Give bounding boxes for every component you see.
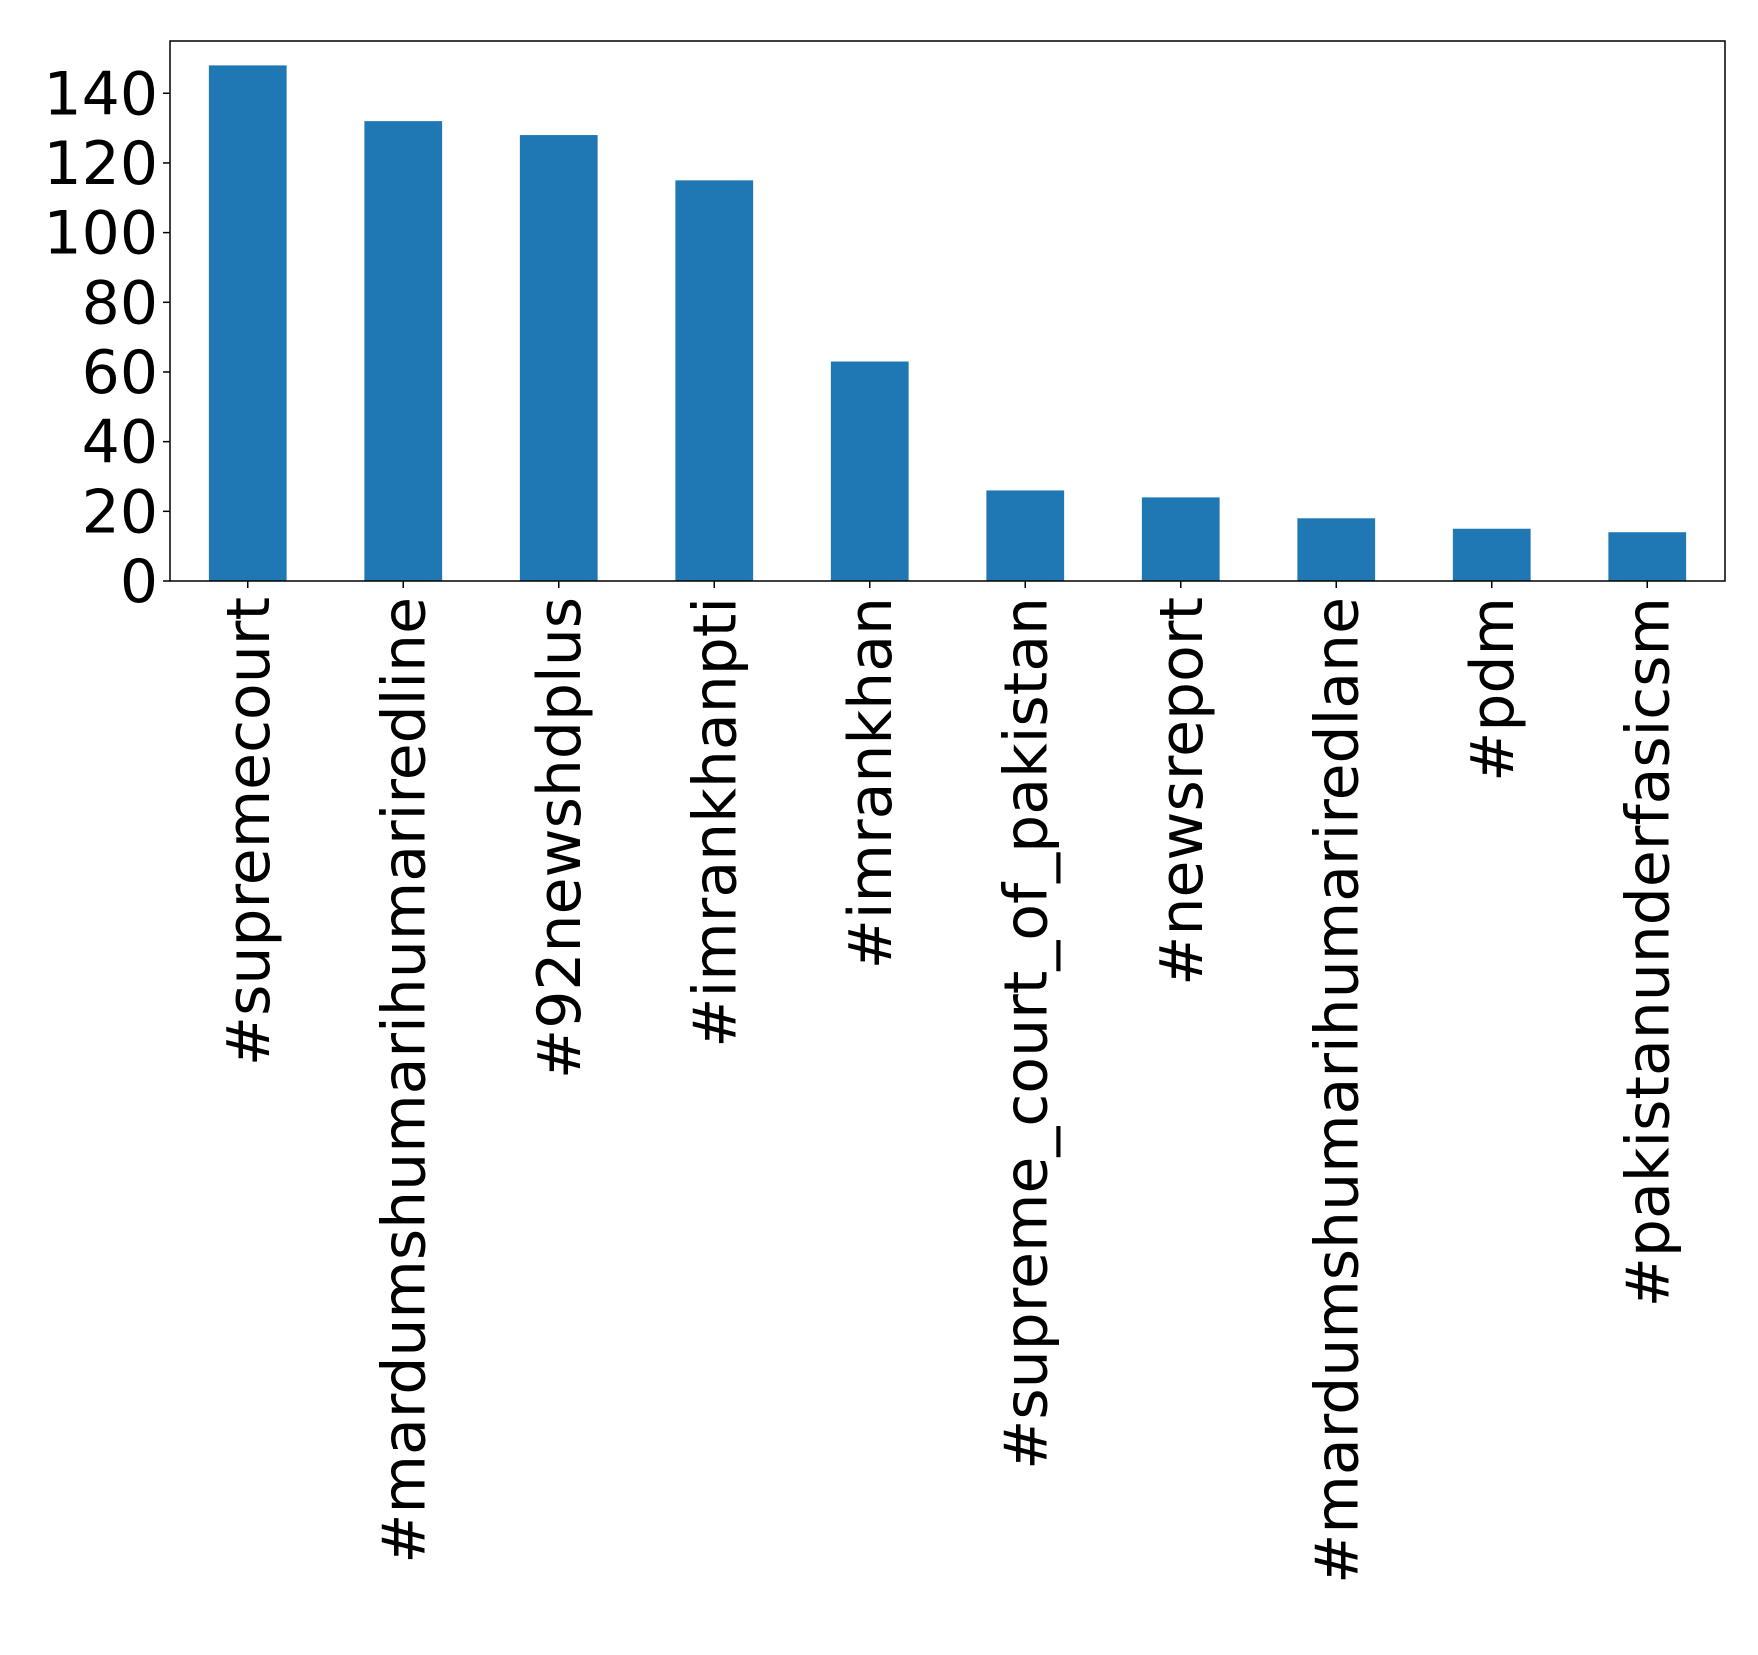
bar	[208, 65, 287, 582]
y-tick-label: 60	[82, 338, 158, 408]
bar	[830, 361, 909, 581]
x-tick-label: #imrankhan	[836, 597, 906, 969]
y-tick-label: 20	[82, 477, 158, 547]
bar	[675, 180, 754, 581]
y-tick-label: 0	[120, 547, 158, 617]
x-tick-label: #92newshdplus	[525, 597, 595, 1079]
bar	[1297, 518, 1376, 581]
bar	[1452, 528, 1531, 581]
x-tick-label: #mardumshumarihumariredline	[369, 597, 439, 1564]
bar	[519, 135, 598, 581]
plot-frame	[169, 40, 1726, 582]
y-tick-label: 120	[43, 129, 158, 199]
bar	[364, 121, 443, 582]
x-tick-label: #pdm	[1458, 597, 1528, 782]
x-tick-label: #imrankhanpti	[680, 597, 750, 1048]
y-tick-label: 140	[43, 59, 158, 129]
x-axis: #supremecourt #mardumshumarihumariredline…	[214, 581, 1683, 1584]
y-tick-label: 80	[82, 268, 158, 338]
x-tick-label: #newsreport	[1147, 597, 1217, 986]
bars-group	[208, 65, 1687, 582]
x-tick-label: #mardumshumarihumariredlane	[1302, 597, 1372, 1584]
x-tick-label: #supremecourt	[214, 597, 284, 1066]
bar	[1608, 532, 1687, 581]
bar	[986, 490, 1065, 581]
x-tick-label: #pakistanunderfasicsm	[1613, 597, 1683, 1307]
y-tick-label: 40	[82, 408, 158, 478]
y-tick-label: 100	[43, 199, 158, 269]
bar	[1141, 497, 1220, 581]
x-tick-label: #supreme_court_of_pakistan	[991, 597, 1061, 1470]
